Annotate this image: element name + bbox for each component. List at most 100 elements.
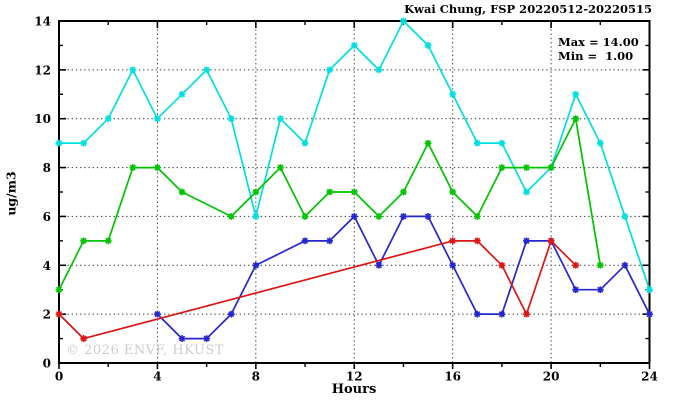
- chart-title: Kwai Chung, FSP 20220512-20220515: [404, 2, 652, 16]
- series-green-marker: [104, 237, 112, 245]
- series-blue-marker: [178, 335, 186, 342]
- series-blue-marker: [227, 310, 235, 318]
- series-cyan-marker: [350, 42, 358, 49]
- series-cyan-marker: [203, 66, 211, 74]
- max-min-stats-box: Max = 14.00 Min = 1.00: [558, 35, 639, 63]
- series-green-marker: [277, 164, 284, 171]
- series-red-marker: [523, 310, 530, 318]
- series-green-marker: [498, 164, 506, 171]
- series-cyan-marker: [55, 139, 63, 147]
- series-cyan-marker: [154, 115, 161, 123]
- series-blue-marker: [203, 335, 211, 342]
- x-tick-label: 0: [55, 370, 63, 384]
- y-tick-label: 0: [43, 357, 51, 371]
- series-blue-marker: [424, 213, 432, 220]
- max-stat-label: Max = 14.00: [558, 35, 639, 49]
- copyright-watermark: © 2026 ENVF, HKUST: [66, 343, 224, 358]
- series-cyan-marker: [572, 90, 580, 98]
- y-tick-label: 4: [43, 259, 51, 273]
- series-green-marker: [375, 213, 383, 220]
- x-tick-label: 8: [252, 370, 260, 384]
- x-tick-label: 20: [543, 370, 560, 384]
- series-green-marker: [547, 164, 555, 171]
- y-tick-label: 14: [34, 15, 51, 29]
- series-green-marker: [596, 261, 604, 269]
- series-blue-marker: [621, 261, 629, 269]
- series-green-marker: [252, 188, 260, 196]
- series-green-marker: [178, 188, 186, 196]
- series-green-marker: [350, 188, 358, 196]
- series-green-marker: [449, 188, 457, 196]
- series-blue-marker: [646, 310, 653, 318]
- series-blue-marker: [326, 237, 334, 245]
- series-cyan-marker: [621, 213, 629, 220]
- min-stat-label: Min = 1.00: [558, 48, 634, 63]
- series-green-marker: [301, 213, 309, 220]
- y-tick-label: 6: [43, 210, 51, 224]
- series-red-marker: [55, 310, 63, 318]
- series-green-marker: [326, 188, 334, 196]
- series-cyan-marker: [80, 139, 88, 147]
- series-blue-marker: [252, 261, 260, 269]
- series-green-marker: [80, 237, 88, 245]
- series-blue-marker: [375, 261, 383, 269]
- y-tick-label: 10: [34, 112, 51, 126]
- series-blue-marker: [473, 310, 481, 318]
- series-cyan-marker: [498, 139, 506, 147]
- series-cyan-marker: [129, 66, 137, 74]
- y-tick-label: 8: [43, 161, 51, 175]
- series-cyan-marker: [227, 115, 235, 123]
- series-cyan-marker: [646, 286, 653, 294]
- series-green-marker: [424, 139, 432, 147]
- series-cyan-marker: [424, 42, 432, 49]
- series-blue-marker: [449, 261, 457, 269]
- series-cyan-marker: [523, 188, 530, 196]
- series-red-marker: [547, 237, 555, 245]
- series-red-marker: [80, 335, 88, 342]
- series-red-marker: [473, 237, 481, 245]
- x-axis-label: Hours: [331, 382, 377, 397]
- series-cyan-marker: [375, 66, 383, 74]
- x-tick-label: 12: [346, 370, 363, 384]
- x-tick-label: 16: [444, 370, 461, 384]
- series-blue-marker: [498, 310, 506, 318]
- series-blue-line: [156, 215, 651, 340]
- series-blue-marker: [154, 310, 161, 318]
- series-cyan-marker: [596, 139, 604, 147]
- series-blue-marker: [301, 237, 309, 245]
- series-cyan-marker: [301, 139, 309, 147]
- series-red-marker: [498, 261, 506, 269]
- series-blue-marker: [400, 213, 407, 220]
- series-red-marker: [572, 261, 580, 269]
- series-red-marker: [449, 237, 457, 245]
- x-tick-label: 24: [641, 370, 658, 384]
- series-cyan-marker: [473, 139, 481, 147]
- x-tick-label: 4: [153, 370, 161, 384]
- series-blue-marker: [572, 286, 580, 294]
- series-cyan-marker: [252, 213, 260, 220]
- y-tick-label: 12: [34, 63, 51, 77]
- y-tick-label: 2: [43, 308, 51, 322]
- series-green-marker: [400, 188, 407, 196]
- series-blue-marker: [523, 237, 530, 245]
- series-green-marker: [129, 164, 137, 171]
- series-blue-marker: [350, 213, 358, 220]
- series-cyan-marker: [449, 90, 457, 98]
- y-axis-label: ug/m3: [3, 171, 19, 216]
- series-blue-marker: [596, 286, 604, 294]
- series-green-marker: [572, 115, 580, 123]
- series-green-marker: [154, 164, 161, 171]
- series-cyan-marker: [277, 115, 284, 123]
- series-green-marker: [523, 164, 530, 171]
- series-green-marker: [473, 213, 481, 220]
- series-cyan-marker: [178, 90, 186, 98]
- series-green-marker: [227, 213, 235, 220]
- series-red-line: [58, 240, 577, 340]
- series-green-line: [58, 117, 602, 291]
- series-green-marker: [55, 286, 63, 294]
- series-cyan-marker: [400, 17, 407, 25]
- series-cyan-marker: [326, 66, 334, 74]
- series-cyan-marker: [104, 115, 112, 123]
